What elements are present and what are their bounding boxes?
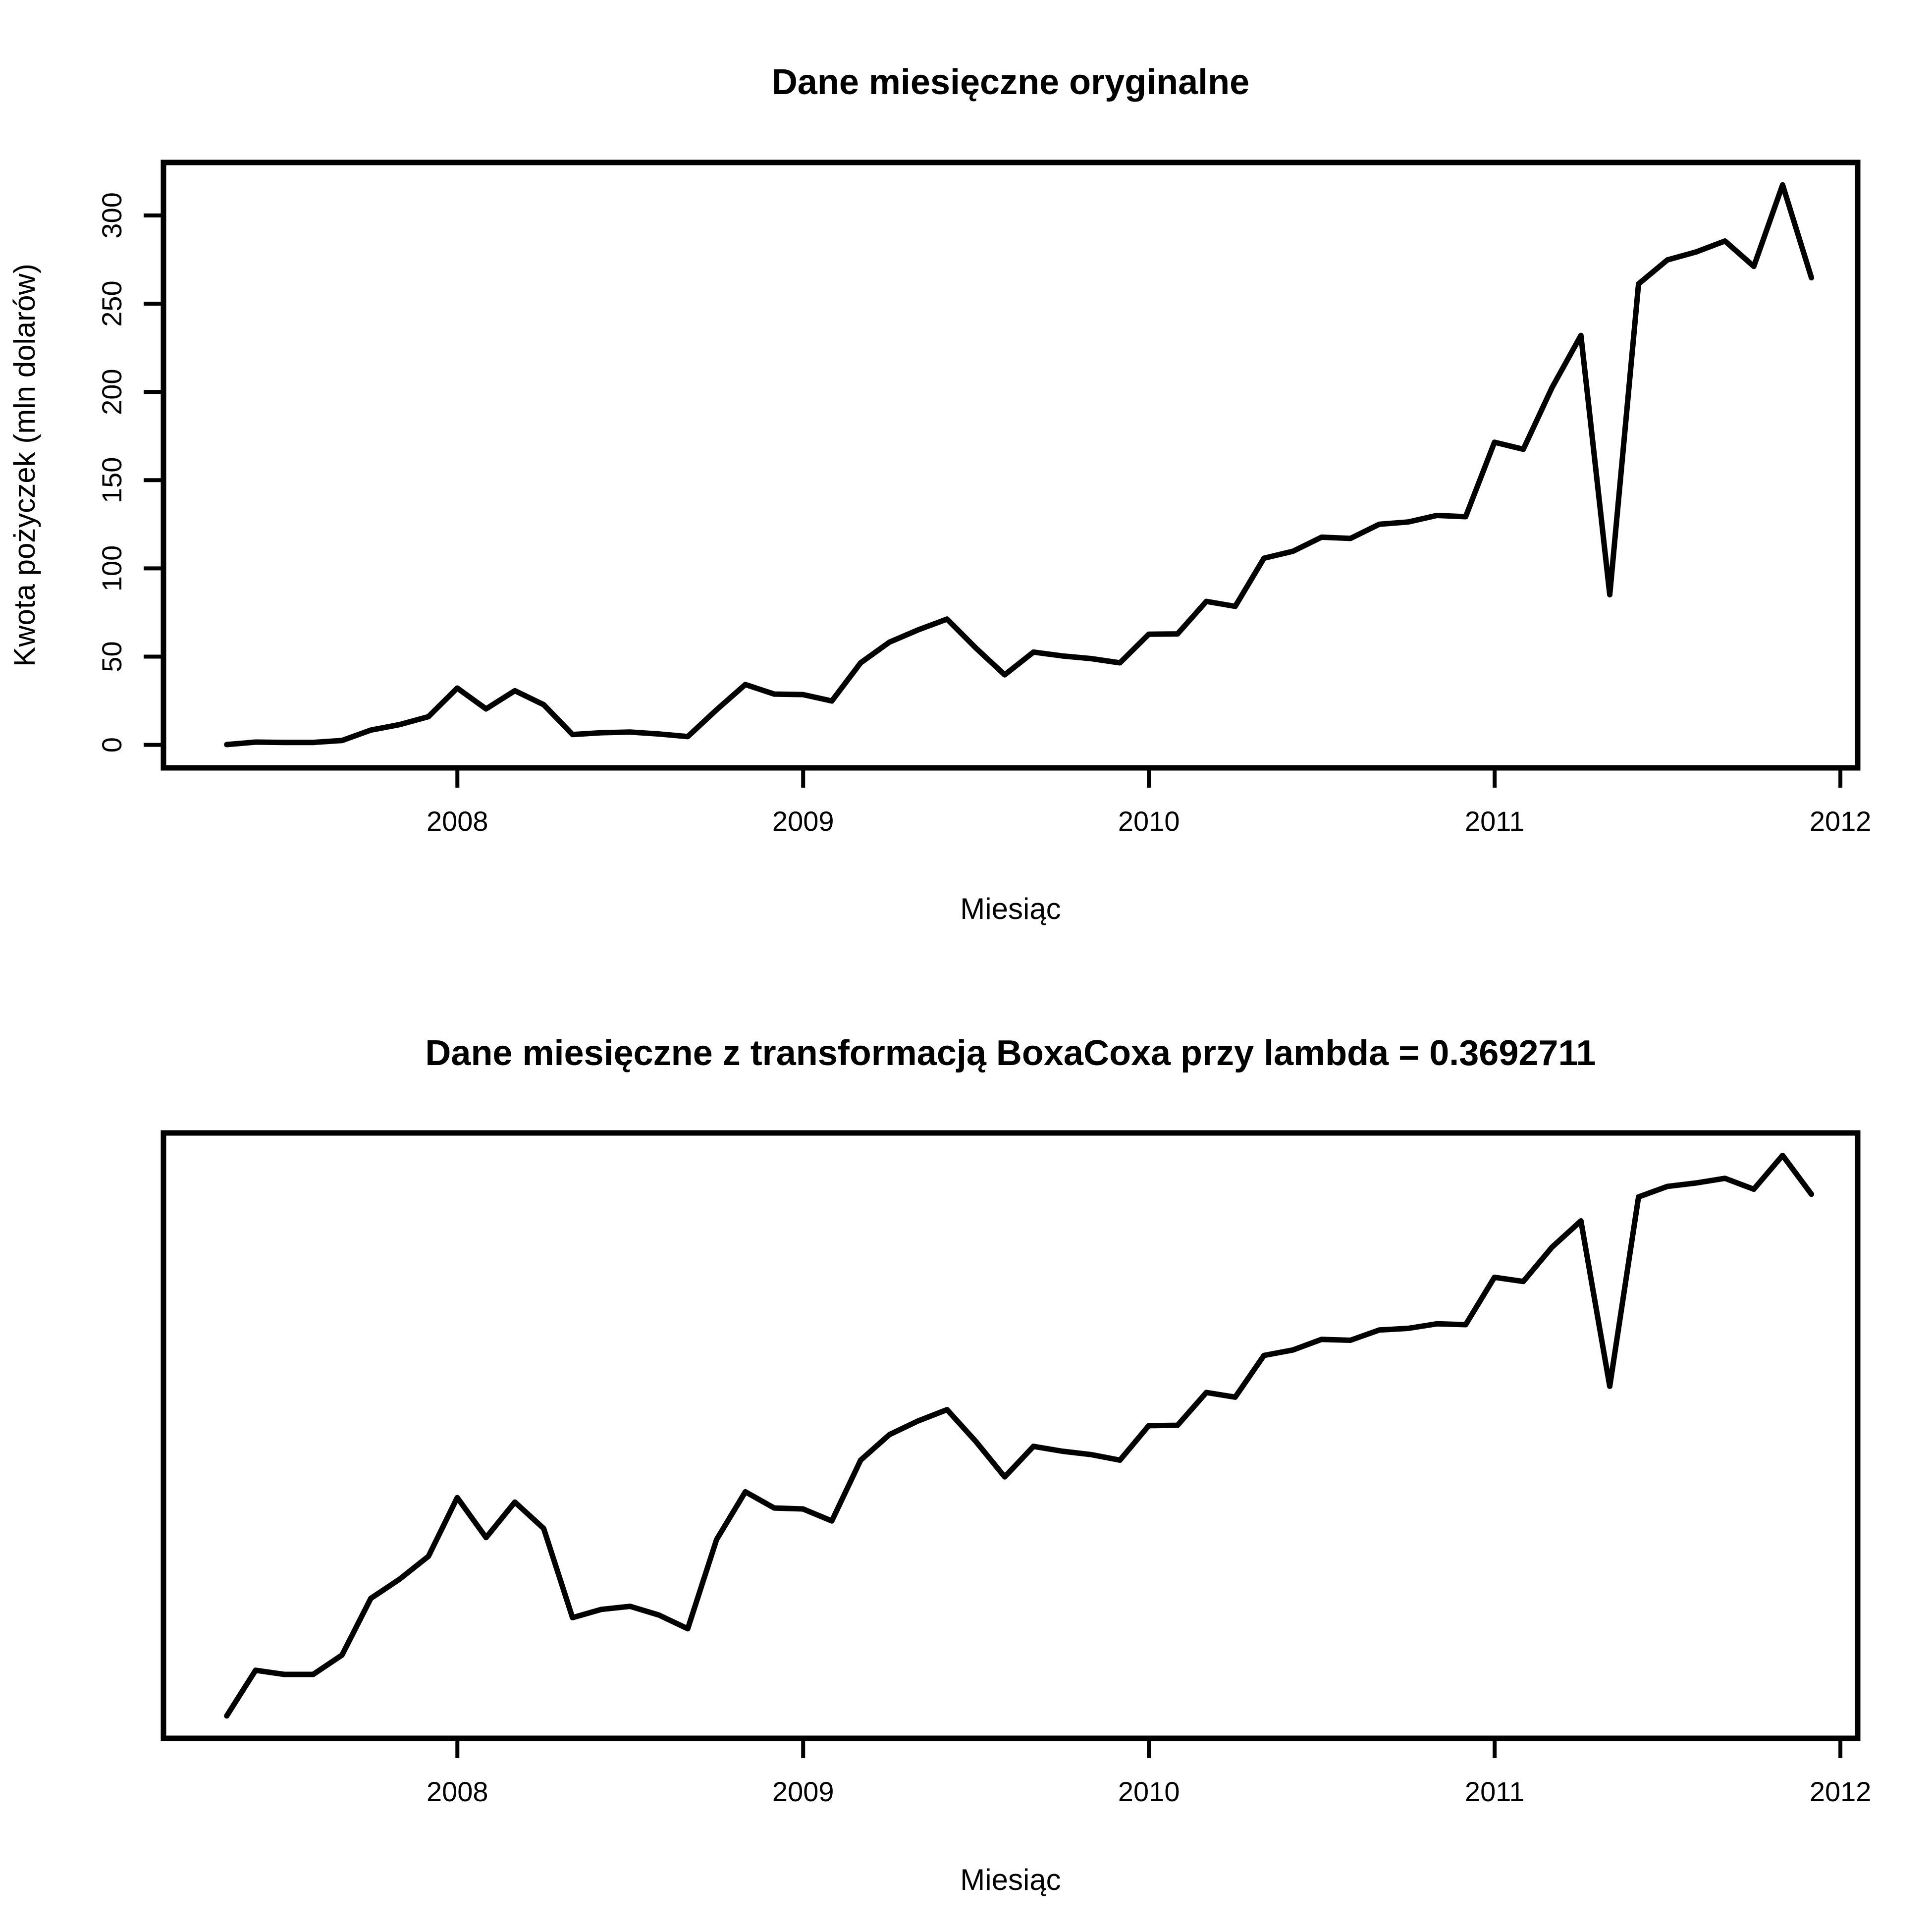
- x-axis-label: Miesiąc: [960, 1863, 1061, 1896]
- x-tick-label: 2008: [427, 1776, 488, 1807]
- panel-boxcox: Dane miesięczne z transformacją BoxaCoxa…: [163, 1033, 1871, 1896]
- y-axis-label: Kwota pożyczek (mln dolarów): [8, 264, 41, 667]
- y-tick-label: 300: [96, 192, 127, 238]
- y-tick-label: 0: [96, 737, 127, 752]
- x-axis-label: Miesiąc: [960, 892, 1061, 925]
- chart-title: Dane miesięczne z transformacją BoxaCoxa…: [425, 1033, 1596, 1073]
- x-tick-label: 2010: [1118, 805, 1180, 837]
- plot-frame: [163, 1133, 1858, 1738]
- x-tick-label: 2012: [1810, 805, 1872, 837]
- x-tick-label: 2010: [1118, 1776, 1180, 1807]
- x-tick-label: 2012: [1810, 1776, 1872, 1807]
- x-axis: 2008 2009 2010 2011 2012: [427, 768, 1871, 837]
- y-tick-label: 50: [96, 641, 127, 672]
- x-tick-label: 2011: [1465, 1776, 1524, 1807]
- series-line: [227, 185, 1812, 745]
- x-tick-label: 2009: [772, 1776, 834, 1807]
- x-axis: 2008 2009 2010 2011 2012: [427, 1738, 1871, 1807]
- panel-original: Dane miesięczne oryginalne 0 50 100 150 200 2…: [8, 62, 1871, 925]
- x-tick-label: 2011: [1465, 805, 1524, 837]
- y-tick-label: 100: [96, 545, 127, 591]
- y-axis: 0 50 100 150 200 250 300: [96, 192, 163, 752]
- y-tick-label: 200: [96, 369, 127, 415]
- plot-frame: [163, 162, 1858, 768]
- y-tick-label: 150: [96, 457, 127, 503]
- x-tick-label: 2008: [427, 805, 488, 837]
- chart-title: Dane miesięczne oryginalne: [772, 62, 1249, 102]
- y-tick-label: 250: [96, 280, 127, 326]
- x-tick-label: 2009: [772, 805, 834, 837]
- series-line: [227, 1155, 1812, 1716]
